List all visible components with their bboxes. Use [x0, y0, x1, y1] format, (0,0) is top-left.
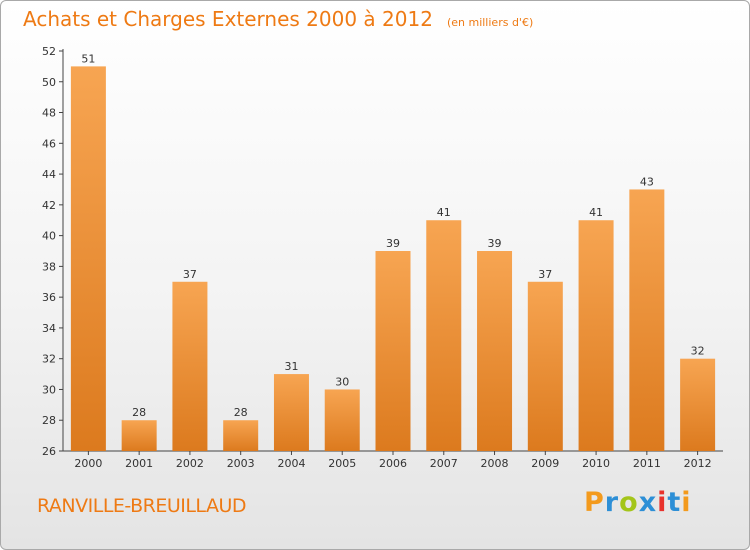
bar-2005 [324, 389, 360, 451]
logo-letter: r [604, 487, 620, 518]
y-tick-label: 32 [42, 353, 56, 366]
bar-2003 [223, 420, 259, 451]
y-tick-label: 46 [42, 137, 56, 150]
data-label-2007: 41 [437, 206, 451, 219]
y-tick-label: 40 [42, 230, 56, 243]
bar-2011 [629, 189, 665, 451]
y-tick-label: 38 [42, 260, 56, 273]
data-label-2003: 28 [234, 406, 248, 419]
y-tick-label: 50 [42, 76, 56, 89]
x-tick-label: 2007 [430, 457, 458, 470]
logo-letter: i [657, 487, 668, 518]
data-label-2012: 32 [691, 345, 705, 358]
bar-2009 [527, 281, 563, 451]
data-label-2005: 30 [335, 375, 349, 388]
x-tick-label: 2009 [531, 457, 559, 470]
y-tick-label: 48 [42, 107, 56, 120]
x-tick-label: 2008 [481, 457, 509, 470]
logo-letter: t [667, 487, 682, 518]
logo-letter: x [638, 487, 658, 518]
y-tick-label: 44 [42, 168, 56, 181]
proxiti-logo[interactable]: Proxiti [584, 487, 692, 518]
bar-2008 [477, 251, 513, 451]
y-tick-label: 28 [42, 414, 56, 427]
x-tick-label: 2012 [684, 457, 712, 470]
logo-letter: i [681, 487, 692, 518]
data-label-2001: 28 [132, 406, 146, 419]
bar-2007 [426, 220, 462, 451]
x-tick-label: 2011 [633, 457, 661, 470]
x-tick-label: 2006 [379, 457, 407, 470]
title-text: Achats et Charges Externes 2000 à 2012 [23, 7, 433, 31]
location-name: RANVILLE-BREUILLAUD [37, 495, 247, 517]
axes: 26 28 30 32 34 36 38 40 42 44 46 48 50 52 [42, 45, 723, 458]
x-tick-label: 2004 [277, 457, 305, 470]
x-tick-label: 2005 [328, 457, 356, 470]
labels: 2000 51 2001 28 2002 37 2003 28 2004 31 2005 30 2006… [74, 52, 711, 470]
y-tick-label: 30 [42, 383, 56, 396]
bar-2002 [172, 281, 208, 451]
logo-letter: o [619, 487, 639, 518]
bar-2000 [70, 66, 106, 451]
y-tick-label: 52 [42, 45, 56, 58]
x-tick-label: 2001 [125, 457, 153, 470]
chart-subtitle: (en milliers d'€) [446, 16, 534, 29]
x-tick-label: 2010 [582, 457, 610, 470]
logo-letter: P [584, 487, 605, 518]
data-label-2010: 41 [589, 206, 603, 219]
data-label-2006: 39 [386, 237, 400, 250]
chart-title: Achats et Charges Externes 2000 à 2012 (e… [23, 7, 533, 31]
x-tick-label: 2002 [176, 457, 204, 470]
bar-2010 [578, 220, 614, 451]
data-label-2009: 37 [538, 268, 552, 281]
y-tick-label: 34 [42, 322, 56, 335]
x-tick-label: 2003 [227, 457, 255, 470]
data-label-2008: 39 [488, 237, 502, 250]
data-label-2000: 51 [81, 52, 95, 65]
bar-2006 [375, 251, 411, 451]
bars [70, 66, 716, 451]
bar-2004 [273, 374, 309, 451]
data-label-2011: 43 [640, 175, 654, 188]
y-tick-label: 26 [42, 445, 56, 458]
data-label-2004: 31 [284, 360, 298, 373]
y-tick-label: 42 [42, 199, 56, 212]
bar-2001 [121, 420, 157, 451]
data-label-2002: 37 [183, 268, 197, 281]
bar-2012 [680, 358, 716, 451]
y-tick-label: 36 [42, 291, 56, 304]
x-tick-label: 2000 [74, 457, 102, 470]
